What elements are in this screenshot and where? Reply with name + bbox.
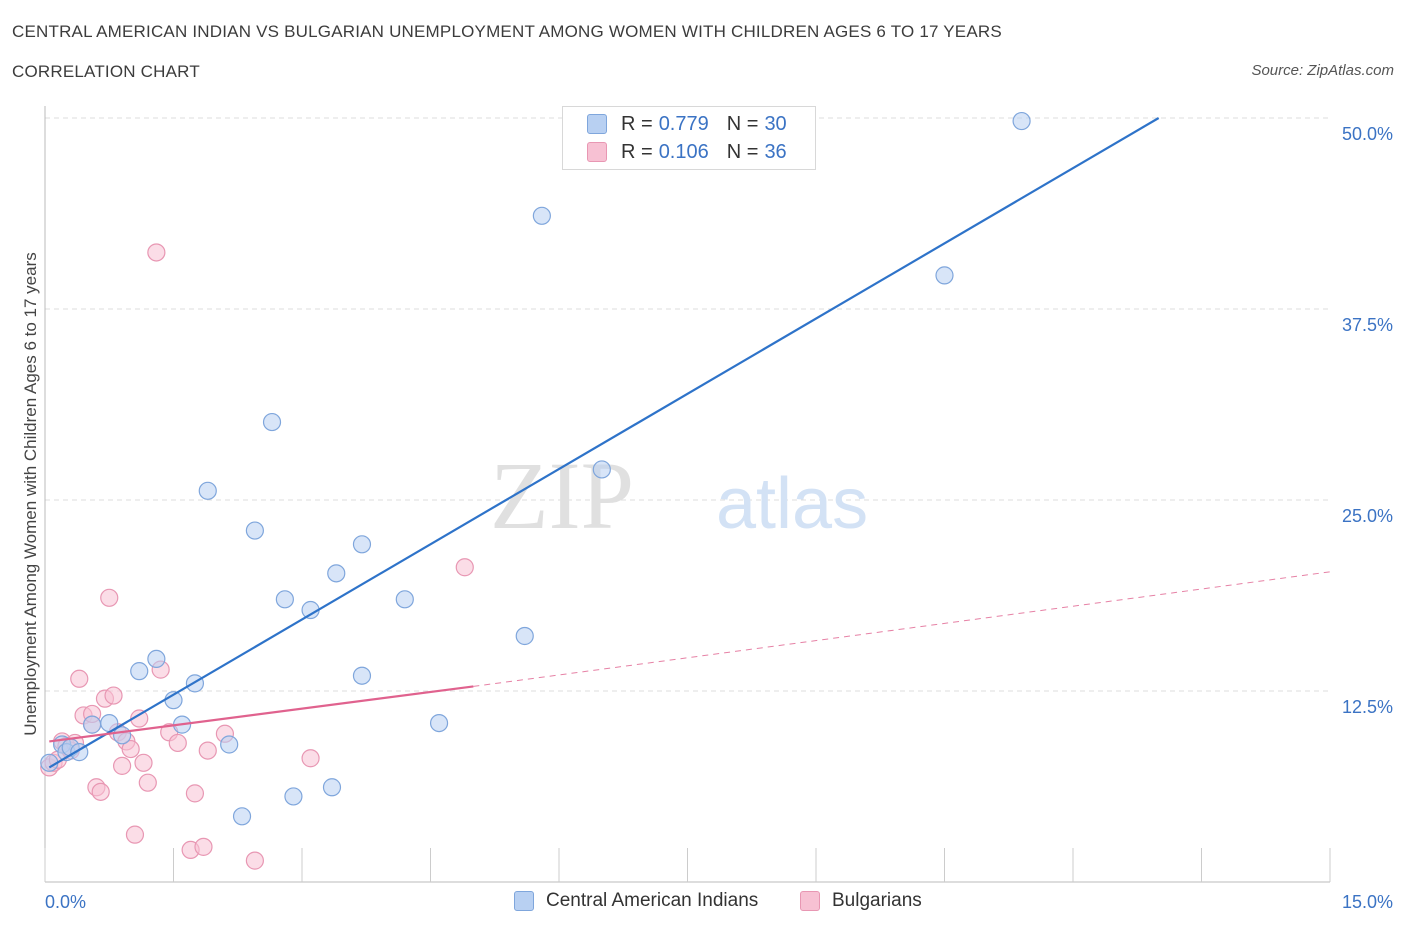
central-american-indian-point [429, 713, 449, 733]
legend-n-label: N = [726, 112, 759, 135]
central-american-indian-point [395, 590, 414, 609]
legend-r-value: 0.779 [658, 112, 709, 135]
stats-legend: R = 0.779 N = 30 R = 0.106 N = 36 [562, 106, 816, 170]
legend-row-bulgarians: R = 0.106 N = 36 [587, 140, 787, 164]
source-label: Source: ZipAtlas.com [1251, 62, 1394, 79]
bulgarian-point [121, 739, 140, 759]
legend-r-label: R = [621, 112, 653, 135]
bulgarian-point [104, 686, 123, 705]
bulgarian-point [194, 837, 213, 856]
central-american-indian-point [220, 735, 239, 754]
bulgarian-point [455, 558, 474, 577]
bottom-legend-label: Bulgarians [832, 890, 922, 911]
central-american-indian-point [284, 787, 303, 806]
chart-title: CENTRAL AMERICAN INDIAN VS BULGARIAN UNE… [12, 22, 1002, 41]
central-american-indian-point [1012, 111, 1031, 131]
central-american-indian-point [935, 266, 954, 285]
bulgarian-point [198, 741, 217, 760]
y-tick-label: 12.5% [1342, 697, 1393, 717]
y-tick-label: 37.5% [1342, 315, 1393, 335]
bulgarian-point [70, 669, 89, 688]
chart-subtitle: CORRELATION CHART [12, 62, 200, 81]
bottom-legend-label: Central American Indians [546, 890, 759, 911]
central-american-indians-trend-line [48, 117, 1160, 769]
central-american-indian-point [198, 481, 217, 500]
bottom-legend-swatch-pink [800, 891, 820, 911]
bulgarian-point [138, 773, 157, 792]
x-tick-label: 0.0% [45, 892, 86, 912]
bottom-legend-swatch-blue [514, 891, 534, 911]
central-american-indian-point [83, 715, 102, 734]
bulgarian-point [147, 243, 166, 262]
bulgarian-point [168, 733, 187, 753]
bulgarian-point [112, 756, 132, 775]
central-american-indian-point [275, 590, 294, 609]
central-american-indian-point [327, 564, 346, 583]
central-american-indian-point [352, 535, 372, 554]
legend-r-label: R = [621, 140, 653, 163]
legend-n-label: N = [726, 140, 759, 163]
legend-swatch-pink [587, 142, 607, 162]
legend-swatch-blue [587, 114, 607, 134]
bottom-legend-central-american-indians: Central American Indians [514, 890, 758, 912]
central-american-indian-point [262, 412, 282, 432]
x-tick-label: 15.0% [1342, 892, 1393, 912]
central-american-indian-point [592, 460, 611, 479]
bulgarian-point [134, 753, 153, 772]
y-axis-title: Unemployment Among Women with Children A… [21, 252, 40, 736]
central-american-indian-point [232, 807, 252, 826]
bulgarian-point [245, 851, 264, 870]
bulgarian-point [100, 588, 119, 607]
legend-n-value: 30 [764, 112, 787, 135]
central-american-indian-point [322, 778, 342, 797]
central-american-indian-point [515, 626, 534, 646]
central-american-indian-point [147, 649, 166, 669]
legend-r-value: 0.106 [658, 140, 709, 163]
central-american-indian-point [245, 521, 264, 540]
bulgarians-trend-extension [473, 571, 1331, 687]
bulgarian-point [91, 782, 110, 801]
y-tick-label: 50.0% [1342, 124, 1393, 144]
legend-n-value: 36 [764, 140, 787, 163]
central-american-indian-point [532, 206, 551, 225]
bulgarians-trend-line [49, 685, 474, 743]
bulgarian-point [125, 825, 145, 844]
y-tick-label: 25.0% [1342, 506, 1393, 526]
bulgarian-point [185, 784, 205, 803]
legend-row-central-american-indians: R = 0.779 N = 30 [587, 112, 787, 136]
bottom-legend-bulgarians: Bulgarians [800, 890, 922, 912]
central-american-indian-point [352, 666, 372, 685]
central-american-indian-point [130, 662, 149, 681]
bulgarian-point [301, 749, 320, 768]
watermark-atlas: atlas [716, 464, 868, 544]
